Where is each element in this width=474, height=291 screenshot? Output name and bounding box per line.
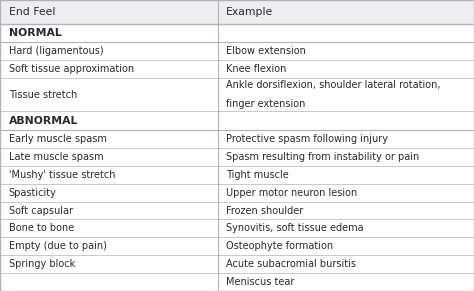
Text: Frozen shoulder: Frozen shoulder bbox=[226, 205, 303, 216]
Text: NORMAL: NORMAL bbox=[9, 28, 61, 38]
Text: Springy block: Springy block bbox=[9, 259, 75, 269]
Text: Tight muscle: Tight muscle bbox=[226, 170, 288, 180]
Text: Meniscus tear: Meniscus tear bbox=[226, 277, 294, 287]
Text: finger extension: finger extension bbox=[226, 99, 305, 109]
Text: Bone to bone: Bone to bone bbox=[9, 223, 74, 233]
Text: Acute subacromial bursitis: Acute subacromial bursitis bbox=[226, 259, 356, 269]
Text: Osteophyte formation: Osteophyte formation bbox=[226, 241, 333, 251]
Text: Late muscle spasm: Late muscle spasm bbox=[9, 152, 103, 162]
Text: Spasticity: Spasticity bbox=[9, 188, 56, 198]
Text: Protective spasm following injury: Protective spasm following injury bbox=[226, 134, 388, 144]
Text: Early muscle spasm: Early muscle spasm bbox=[9, 134, 106, 144]
Text: Empty (due to pain): Empty (due to pain) bbox=[9, 241, 106, 251]
Text: Tissue stretch: Tissue stretch bbox=[9, 90, 77, 100]
Text: Hard (ligamentous): Hard (ligamentous) bbox=[9, 46, 103, 56]
Text: Elbow extension: Elbow extension bbox=[226, 46, 306, 56]
Text: Knee flexion: Knee flexion bbox=[226, 64, 286, 74]
Bar bbox=[0, 0, 474, 24]
Text: ABNORMAL: ABNORMAL bbox=[9, 116, 78, 126]
Text: Soft tissue approximation: Soft tissue approximation bbox=[9, 64, 134, 74]
Text: Soft capsular: Soft capsular bbox=[9, 205, 73, 216]
Text: 'Mushy' tissue stretch: 'Mushy' tissue stretch bbox=[9, 170, 115, 180]
Text: Synovitis, soft tissue edema: Synovitis, soft tissue edema bbox=[226, 223, 363, 233]
Text: Upper motor neuron lesion: Upper motor neuron lesion bbox=[226, 188, 357, 198]
Text: Example: Example bbox=[226, 7, 273, 17]
Text: Ankle dorsiflexion, shoulder lateral rotation,: Ankle dorsiflexion, shoulder lateral rot… bbox=[226, 80, 440, 90]
Text: Spasm resulting from instability or pain: Spasm resulting from instability or pain bbox=[226, 152, 419, 162]
Text: End Feel: End Feel bbox=[9, 7, 55, 17]
